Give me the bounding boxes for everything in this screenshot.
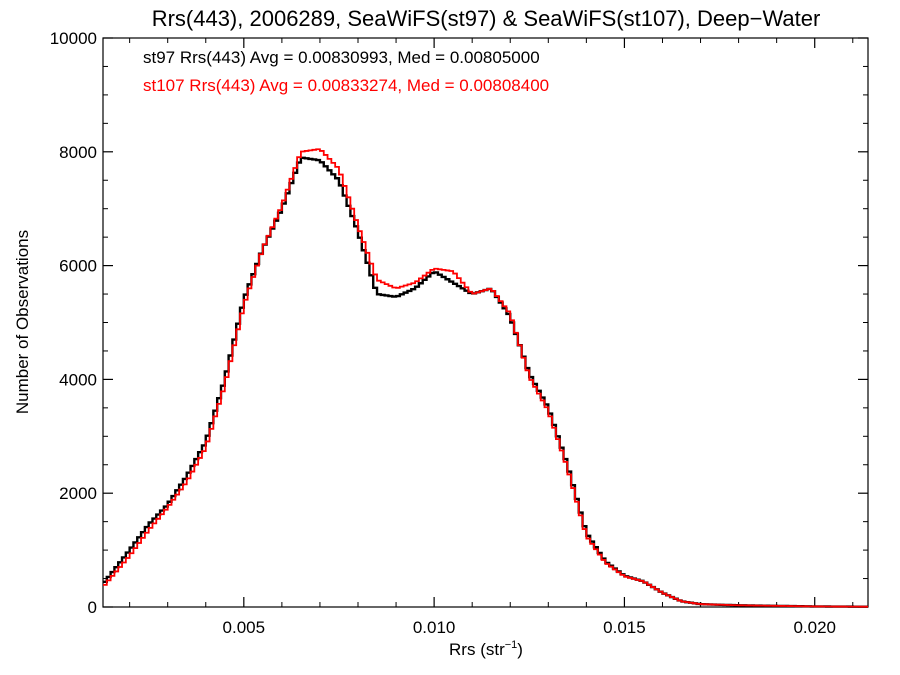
annotation-st97: st97 Rrs(443) Avg = 0.00830993, Med = 0.…	[143, 48, 540, 67]
y-tick-label: 4000	[59, 370, 97, 389]
x-axis-label-base: Rrs (str	[449, 640, 505, 659]
x-axis-label: Rrs (str−1)	[449, 639, 523, 659]
x-tick-label: 0.010	[413, 618, 456, 637]
x-tick-label: 0.015	[603, 618, 646, 637]
y-tick-label: 0	[88, 598, 97, 617]
y-tick-label: 10000	[50, 29, 97, 48]
series-st97-line	[103, 156, 868, 608]
x-tick-label: 0.005	[223, 618, 266, 637]
y-tick-label: 2000	[59, 484, 97, 503]
plot-frame	[102, 37, 869, 608]
series-st107-line	[103, 148, 868, 608]
x-axis: 0.005 0.010 0.015 0.020	[129, 38, 854, 637]
annotation-st107: st107 Rrs(443) Avg = 0.00833274, Med = 0…	[143, 76, 549, 95]
y-axis-label: Number of Observations	[13, 230, 32, 414]
y-axis: 0 2000 4000 6000 8000 10000	[50, 29, 868, 617]
chart-title: Rrs(443), 2006289, SeaWiFS(st97) & SeaWi…	[152, 6, 821, 31]
y-tick-label: 8000	[59, 143, 97, 162]
x-axis-label-superscript: −1	[505, 639, 518, 651]
x-axis-label-close: )	[517, 640, 523, 659]
series-layer	[103, 148, 868, 608]
x-tick-label: 0.020	[793, 618, 836, 637]
y-tick-label: 6000	[59, 257, 97, 276]
